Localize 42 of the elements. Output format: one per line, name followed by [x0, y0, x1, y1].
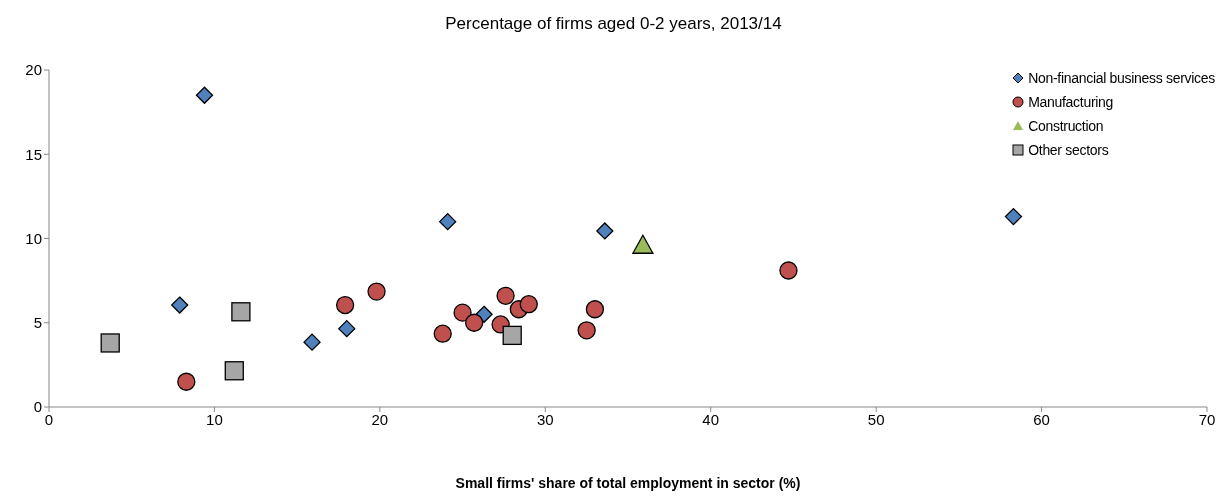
legend-label: Manufacturing — [1028, 94, 1114, 110]
x-tick-label: 70 — [1198, 410, 1216, 428]
chart-title: Percentage of firms aged 0-2 years, 2013/14 — [444, 14, 783, 34]
point — [779, 261, 798, 280]
y-tick-label: 0 — [33, 398, 42, 416]
y-tick-label: 15 — [25, 145, 42, 163]
point — [439, 213, 457, 231]
point — [465, 313, 484, 332]
point — [502, 325, 522, 346]
point — [632, 234, 654, 254]
point — [596, 222, 614, 240]
x-tick-label: 10 — [206, 410, 223, 428]
x-tick-label: 50 — [867, 410, 885, 428]
point — [303, 333, 321, 351]
point — [195, 86, 214, 104]
point — [453, 303, 472, 322]
x-tick-label: 30 — [536, 410, 554, 428]
point — [433, 324, 452, 343]
point — [367, 282, 386, 301]
legend-label: Non-financial business services — [1028, 70, 1215, 86]
y-tick-label: 5 — [33, 314, 42, 332]
point — [231, 302, 251, 322]
point — [335, 295, 355, 315]
y-tick-label: 10 — [25, 229, 42, 247]
point — [338, 320, 356, 338]
y-tick-label: 20 — [25, 61, 42, 79]
point — [100, 333, 120, 353]
x-tick-label: 0 — [44, 410, 54, 428]
point — [177, 372, 196, 391]
point — [1004, 207, 1023, 226]
legend-label: Construction — [1028, 118, 1104, 134]
legend-label: Other sectors — [1028, 142, 1109, 158]
point — [585, 300, 605, 319]
point — [224, 361, 244, 381]
x-tick-label: 20 — [371, 410, 389, 428]
point — [577, 321, 596, 340]
x-tick-label: 60 — [1033, 410, 1050, 428]
point — [519, 295, 538, 314]
x-axis-title: Small firms' share of total employment in sector (%) — [454, 475, 802, 491]
x-tick-label: 40 — [702, 410, 720, 428]
point — [496, 286, 515, 305]
point — [171, 296, 189, 314]
